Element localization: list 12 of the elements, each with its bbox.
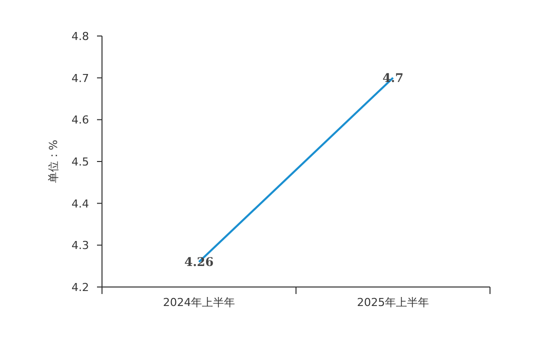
x-tick-label: 2024年上半年 <box>163 296 235 309</box>
y-tick-label: 4.7 <box>72 72 89 85</box>
data-label: 4.26 <box>184 254 214 269</box>
x-tick-label: 2025年上半年 <box>357 296 429 309</box>
y-tick-label: 4.8 <box>72 30 89 43</box>
y-tick-label: 4.3 <box>72 239 89 252</box>
data-label: 4.7 <box>382 70 404 85</box>
y-tick-label: 4.5 <box>72 156 89 168</box>
y-tick-label: 4.2 <box>72 281 89 294</box>
y-tick-label: 4.6 <box>72 114 89 127</box>
y-axis-title: 单位：% <box>47 140 60 184</box>
y-tick-label: 4.4 <box>72 197 89 210</box>
